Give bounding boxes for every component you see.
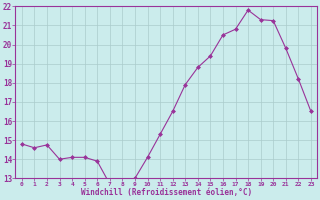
X-axis label: Windchill (Refroidissement éolien,°C): Windchill (Refroidissement éolien,°C) (81, 188, 252, 197)
